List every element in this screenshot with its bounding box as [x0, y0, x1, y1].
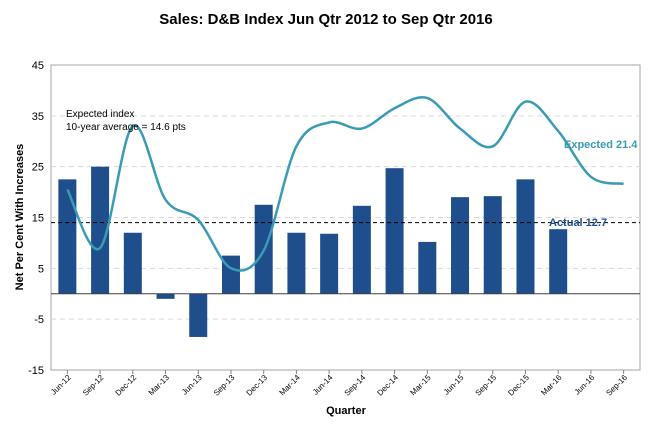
x-tick-label: Dec-15: [506, 373, 531, 398]
y-tick-label: -5: [34, 314, 44, 326]
bar-actual: [352, 205, 371, 294]
note-line-2: 10-year average = 14.6 pts: [66, 122, 186, 133]
x-tick-label: Jun-13: [180, 373, 204, 397]
bar-actual: [549, 229, 568, 294]
x-tick-label: Sep-12: [81, 373, 106, 398]
bar-actual: [385, 168, 404, 294]
bar-actual: [451, 197, 470, 294]
gridlines: [51, 115, 640, 320]
x-axis-label: Quarter: [326, 405, 366, 417]
bar-actual: [320, 233, 339, 294]
x-tick-label: Mar-13: [147, 373, 172, 398]
actual-series-label: Actual 12.7: [549, 217, 607, 229]
x-tick-label: Dec-12: [114, 373, 139, 398]
x-tick-label: Sep-14: [343, 373, 368, 398]
expected-line: [66, 96, 624, 272]
y-tick-label: 25: [32, 162, 44, 174]
y-tick-label: 15: [32, 213, 44, 225]
y-axis-label: Net Per Cent With Increases: [14, 144, 26, 291]
bar-actual: [123, 232, 142, 294]
x-tick-label: Dec-13: [245, 373, 270, 398]
x-tick-label: Sep-15: [474, 373, 499, 398]
expected-series-label: Expected 21.4: [564, 139, 638, 151]
x-tick-label: Jun-14: [311, 373, 335, 397]
x-tick-label: Jun-12: [49, 373, 73, 397]
x-tick-label: Jun-16: [573, 373, 597, 397]
y-tick-label: 5: [38, 263, 44, 275]
bar-actual: [418, 241, 437, 294]
x-axis-ticks: Jun-12 Sep-12 Dec-12 Mar-13 Jun-13 Sep-13 Dec-…: [49, 370, 629, 398]
bar-actual: [189, 293, 208, 337]
actual-bars: [58, 166, 568, 337]
x-tick-label: Mar-14: [278, 373, 303, 398]
chart-title: Sales: D&B Index Jun Qtr 2012 to Sep Qtr…: [159, 11, 492, 28]
bar-actual: [91, 166, 110, 294]
x-tick-label: Mar-15: [408, 373, 433, 398]
y-axis-ticks: 45 35 25 15 5 -5 -15: [28, 60, 44, 377]
x-tick-label: Mar-16: [539, 373, 564, 398]
x-tick-label: Jun-15: [442, 373, 466, 397]
bar-actual: [156, 293, 175, 299]
note-line-1: Expected index: [66, 109, 134, 120]
x-tick-label: Sep-13: [212, 373, 237, 398]
y-tick-label: -15: [28, 365, 44, 377]
bar-actual: [287, 232, 306, 294]
bar-actual: [516, 179, 535, 294]
y-tick-label: 35: [32, 111, 44, 123]
bar-actual: [483, 196, 502, 294]
bar-actual: [58, 179, 77, 294]
expected-line-group: [66, 96, 624, 272]
x-tick-label: Sep-16: [604, 373, 629, 398]
x-tick-label: Dec-14: [375, 373, 400, 398]
y-tick-label: 45: [32, 60, 44, 72]
